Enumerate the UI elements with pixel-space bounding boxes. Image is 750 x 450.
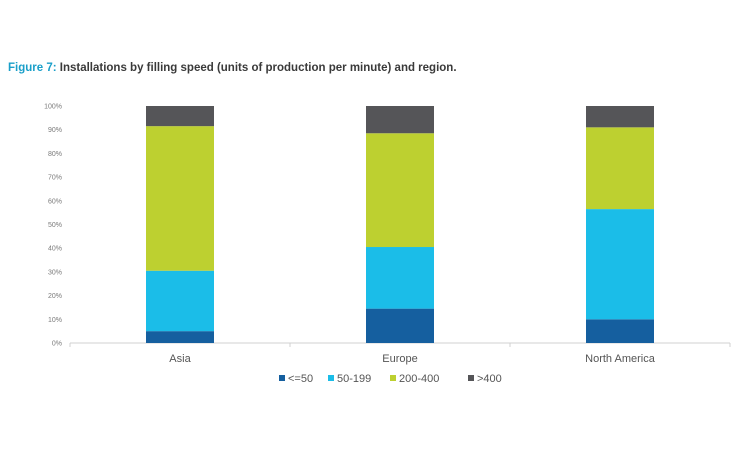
x-tick-label: North America: [585, 353, 656, 365]
bar-segment: [146, 270, 214, 332]
figure-label: Figure 7:: [8, 62, 57, 74]
bar-segment: [586, 127, 654, 210]
x-tick-label: Asia: [169, 353, 191, 365]
legend-swatch: [328, 375, 334, 381]
bar-segment: [586, 106, 654, 128]
legend-swatch: [279, 375, 285, 381]
y-tick-label: 100%: [44, 104, 62, 111]
bar-segment: [366, 247, 434, 309]
bar-segment: [586, 319, 654, 343]
legend-swatch: [468, 375, 474, 381]
y-tick-label: 20%: [48, 293, 62, 300]
bar-segment: [366, 133, 434, 248]
legend-label: <=50: [288, 373, 313, 385]
figure-caption: Figure 7: Installations by filling speed…: [8, 62, 457, 74]
bar-segment: [146, 106, 214, 127]
legend-label: >400: [477, 373, 502, 385]
legend-label: 200-400: [399, 373, 439, 385]
figure-caption-text: Installations by filling speed (units of…: [56, 62, 457, 74]
y-tick-label: 50%: [48, 222, 62, 229]
x-tick-label: Europe: [382, 353, 417, 365]
bar-segment: [146, 126, 214, 271]
y-tick-label: 80%: [48, 151, 62, 158]
y-tick-label: 30%: [48, 269, 62, 276]
y-tick-label: 90%: [48, 127, 62, 134]
bar-segment: [146, 331, 214, 343]
bar-segment: [366, 308, 434, 343]
bar-segment: [586, 209, 654, 320]
y-tick-label: 40%: [48, 246, 62, 253]
legend-label: 50-199: [337, 373, 371, 385]
y-tick-label: 0%: [52, 341, 62, 348]
y-tick-label: 70%: [48, 175, 62, 182]
bar-segment: [366, 106, 434, 134]
legend-swatch: [390, 375, 396, 381]
y-tick-label: 60%: [48, 198, 62, 205]
y-tick-label: 10%: [48, 317, 62, 324]
